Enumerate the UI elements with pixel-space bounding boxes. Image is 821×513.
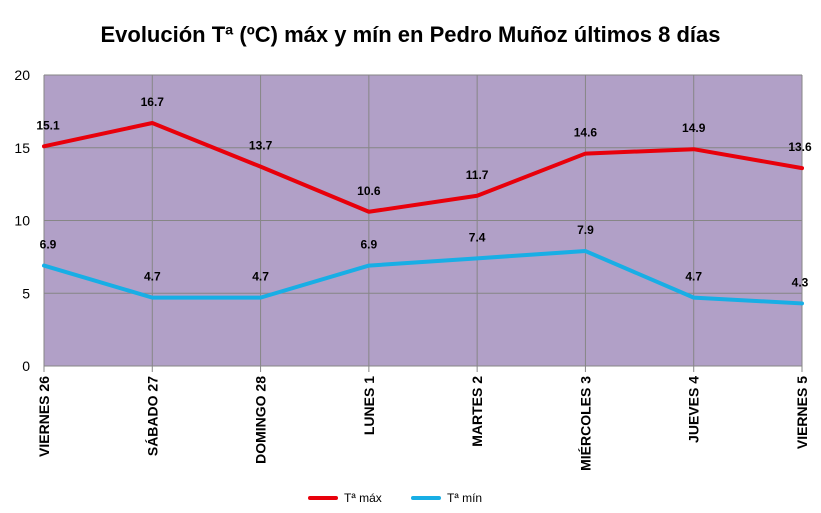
chart-title: Evolución Tª (ºC) máx y mín en Pedro Muñ… bbox=[100, 22, 721, 47]
data-label: 4.7 bbox=[685, 270, 702, 284]
x-tick-label: DOMINGO 28 bbox=[253, 376, 269, 464]
y-tick-label: 0 bbox=[22, 358, 30, 374]
data-label: 13.7 bbox=[249, 139, 273, 153]
x-tick-label: VIERNES 5 bbox=[794, 376, 810, 449]
data-label: 14.6 bbox=[574, 126, 598, 140]
data-label: 6.9 bbox=[40, 238, 57, 252]
data-labels: 15.1 16.7 13.7 10.6 11.7 14.6 14.9 13.6 6.9 4.7 4.… bbox=[36, 95, 812, 289]
data-label: 10.6 bbox=[357, 184, 381, 198]
legend-label-max: Tª máx bbox=[344, 491, 382, 505]
series-line-max bbox=[42, 121, 804, 214]
grid-lines bbox=[43, 74, 803, 367]
x-tick-label: SÁBADO 27 bbox=[144, 376, 160, 456]
y-tick-label: 5 bbox=[22, 285, 30, 301]
y-tick-label: 10 bbox=[14, 213, 30, 229]
legend-item-min: Tª mín bbox=[411, 491, 482, 505]
data-label: 6.9 bbox=[361, 238, 378, 252]
data-label: 4.3 bbox=[792, 275, 809, 289]
series-line-min bbox=[42, 249, 804, 306]
y-tick-label: 15 bbox=[14, 140, 30, 156]
data-label: 7.4 bbox=[469, 230, 486, 244]
data-label: 14.9 bbox=[682, 121, 706, 135]
data-label: 15.1 bbox=[36, 118, 60, 132]
data-label: 16.7 bbox=[141, 95, 165, 109]
data-label: 11.7 bbox=[466, 168, 489, 182]
x-tick-label: LUNES 1 bbox=[361, 376, 377, 435]
legend-swatch-min bbox=[411, 496, 441, 500]
x-tick-label: MARTES 2 bbox=[469, 376, 485, 447]
data-label: 13.6 bbox=[788, 140, 812, 154]
legend-label-min: Tª mín bbox=[447, 491, 483, 505]
x-tick-label: VIERNES 26 bbox=[36, 376, 52, 457]
x-tick-label: MIÉRCOLES 3 bbox=[577, 376, 593, 471]
data-label: 4.7 bbox=[252, 270, 269, 284]
data-label: 4.7 bbox=[144, 270, 161, 284]
series-lines bbox=[42, 121, 804, 306]
y-tick-label: 20 bbox=[14, 67, 30, 83]
legend-swatch-max bbox=[308, 496, 338, 500]
axes: 0 5 10 15 20 VIERNES 26 SÁBADO 27 DOMINGO 28 LUN… bbox=[14, 67, 810, 471]
data-label: 7.9 bbox=[577, 223, 594, 237]
x-tick-label: JUEVES 4 bbox=[686, 376, 702, 443]
legend-item-max: Tª máx bbox=[308, 491, 382, 505]
